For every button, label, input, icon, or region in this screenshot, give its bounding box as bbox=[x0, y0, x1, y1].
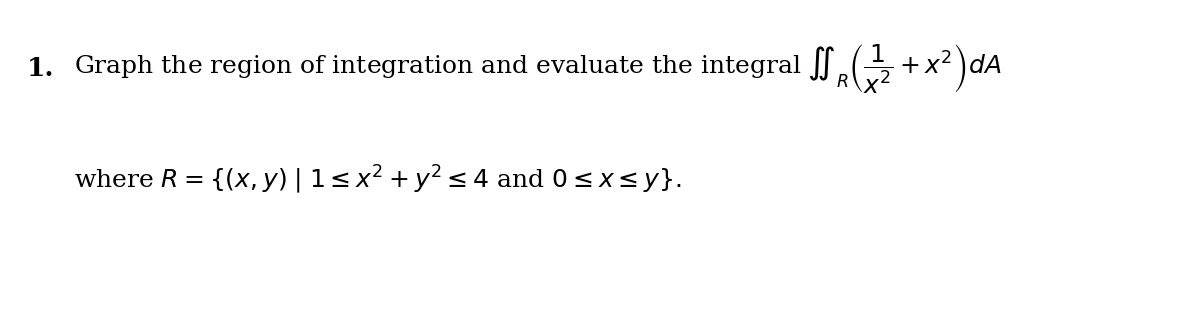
Text: 1.: 1. bbox=[26, 56, 54, 81]
Text: Graph the region of integration and evaluate the integral $\iint_R \left(\dfrac{: Graph the region of integration and eval… bbox=[74, 42, 1002, 95]
Text: where $R = \{(x, y)\mid 1 \leq x^2 + y^2 \leq 4$ and $0 \leq x \leq y\}.$: where $R = \{(x, y)\mid 1 \leq x^2 + y^2… bbox=[74, 164, 682, 196]
